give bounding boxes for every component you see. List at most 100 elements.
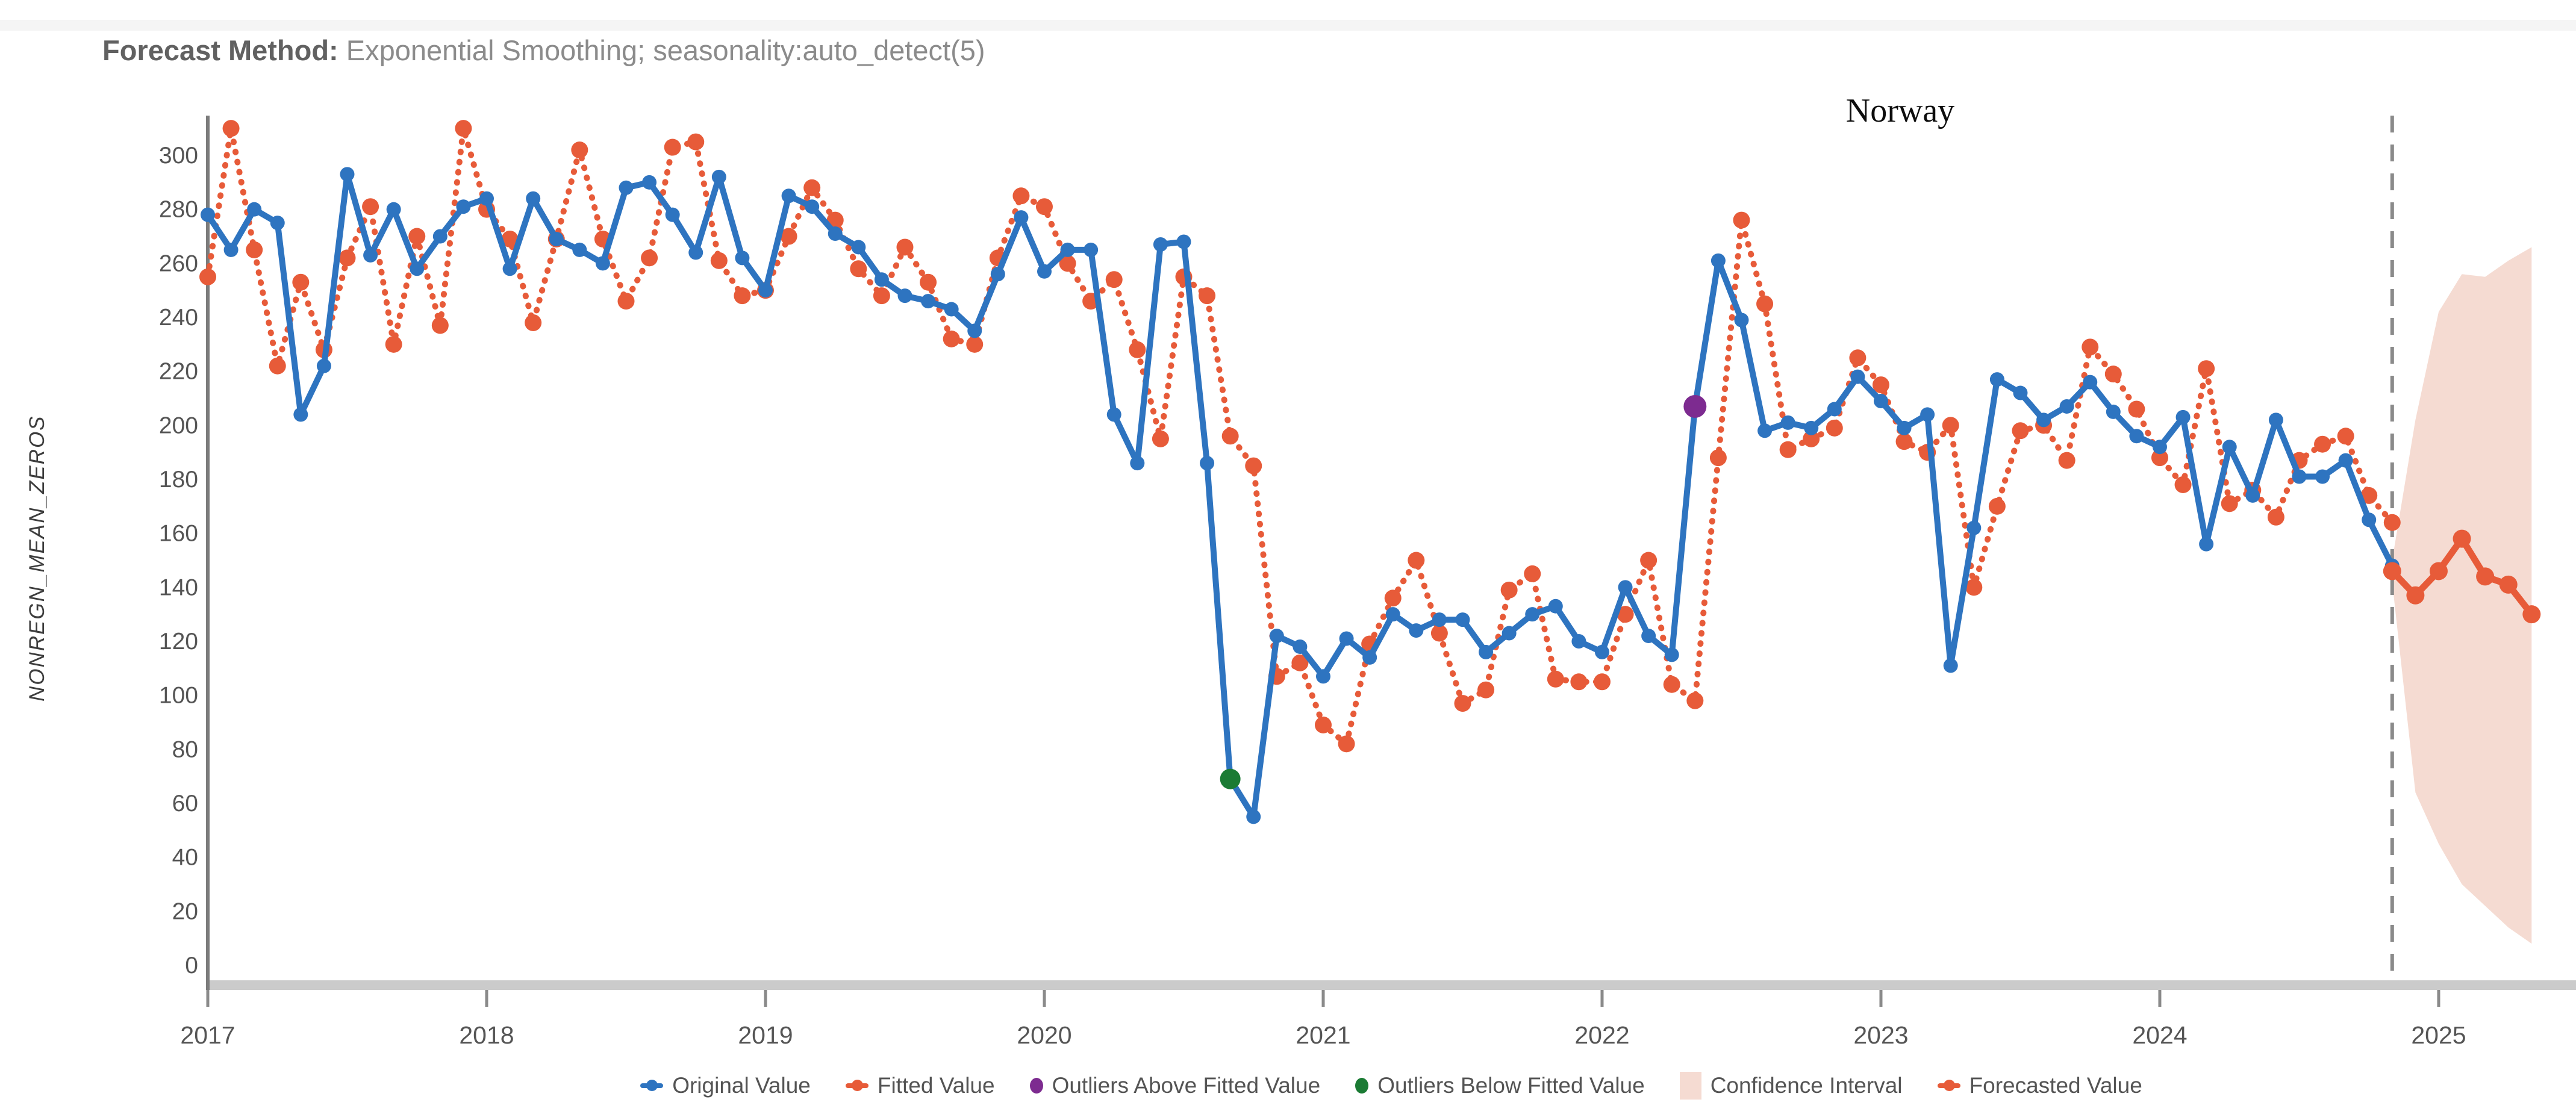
fitted-point	[617, 293, 635, 310]
original-point	[2175, 409, 2191, 425]
original-point	[1641, 629, 1656, 644]
y-tick-label: 200	[159, 412, 198, 438]
fitted-point	[1686, 692, 1704, 709]
fitted-point	[338, 249, 356, 267]
fitted-point	[571, 142, 588, 159]
forecast-method-header: Forecast Method: Exponential Smoothing; …	[102, 34, 985, 67]
fitted-point	[1826, 419, 1843, 437]
fitted-point	[269, 357, 286, 375]
fitted-point	[1779, 441, 1797, 458]
x-tick-label: 2022	[1574, 1021, 1629, 1049]
original-point	[805, 199, 820, 214]
outlier-below-dot-icon	[1355, 1078, 1369, 1094]
original-point	[1966, 520, 1982, 535]
original-point	[1804, 420, 1819, 435]
y-tick-label: 0	[185, 953, 198, 979]
original-point	[456, 199, 471, 214]
fitted-point	[1129, 341, 1146, 358]
legend-item-confidence-interval: Confidence Interval	[1679, 1072, 1903, 1100]
fitted-point	[1942, 417, 1959, 434]
original-point	[1060, 242, 1075, 257]
x-tick-label: 2018	[459, 1021, 514, 1049]
fitted-point	[1059, 255, 1076, 272]
fitted-point	[2058, 452, 2075, 469]
fitted-point	[641, 249, 658, 267]
fitted-point	[431, 317, 449, 334]
original-point	[2013, 385, 2028, 400]
y-axis-line	[206, 116, 210, 990]
y-tick-label: 100	[159, 683, 198, 709]
original-point	[688, 245, 703, 260]
original-point	[967, 323, 982, 338]
y-tick-label: 140	[159, 574, 198, 600]
fitted-point	[1035, 198, 1053, 216]
fitted-point	[1570, 673, 1588, 691]
fitted-point	[1872, 376, 1889, 394]
original-point	[1873, 393, 1888, 408]
fitted-point	[966, 335, 984, 353]
original-point	[1897, 420, 1912, 435]
fitted-point	[734, 287, 751, 305]
original-point	[1525, 607, 1540, 622]
forecast-point	[2406, 586, 2425, 605]
fitted-point	[1709, 449, 1727, 467]
original-point	[1548, 599, 1563, 614]
fitted-point	[873, 287, 890, 305]
fitted-point	[2314, 435, 2331, 453]
outlier-below-point	[1220, 768, 1241, 789]
fitted-point	[780, 228, 797, 245]
original-point	[851, 240, 866, 255]
fitted-point	[2174, 476, 2192, 493]
original-point	[1362, 650, 1377, 665]
fitted-point	[803, 179, 821, 196]
original-point	[1618, 580, 1633, 595]
fitted-value-marker-icon	[845, 1080, 869, 1091]
legend-label: Forecasted Value	[1969, 1073, 2142, 1098]
legend-label: Fitted Value	[877, 1073, 995, 1098]
original-point	[2268, 412, 2283, 428]
y-tick-label: 20	[172, 898, 198, 924]
original-point	[1711, 253, 1726, 268]
original-point	[2222, 440, 2237, 455]
legend-label: Original Value	[672, 1073, 811, 1098]
fitted-point	[1384, 590, 1402, 607]
legend-item-forecasted-value: Forecasted Value	[1937, 1073, 2142, 1098]
original-point	[1084, 242, 1099, 257]
fitted-point	[1245, 457, 1262, 474]
original-point	[944, 302, 959, 317]
legend-item-original-value: Original Value	[640, 1073, 811, 1098]
original-point	[2292, 469, 2307, 484]
fitted-point	[2337, 428, 2354, 445]
forecast-method-label: Forecast Method:	[102, 34, 338, 66]
fitted-point	[1105, 271, 1123, 288]
fitted-point	[385, 335, 402, 353]
fitted-point	[1803, 430, 1820, 447]
original-point	[1106, 407, 1121, 422]
original-point	[2245, 488, 2260, 503]
y-tick-label: 180	[159, 467, 198, 493]
fitted-point	[2267, 508, 2284, 526]
fitted-point	[222, 120, 240, 137]
original-point	[1850, 369, 1865, 384]
fitted-point	[1617, 606, 1634, 623]
original-point	[1920, 407, 1935, 422]
original-point	[619, 180, 634, 195]
original-point	[758, 283, 773, 298]
fitted-point	[1291, 654, 1309, 671]
x-tick-label: 2017	[180, 1021, 235, 1049]
original-point	[897, 288, 912, 303]
original-point	[1014, 210, 1029, 225]
original-point	[1594, 644, 1609, 659]
fitted-point	[1593, 673, 1611, 691]
original-point	[1432, 612, 1447, 627]
fitted-point	[850, 260, 867, 278]
fitted-point	[246, 241, 263, 258]
fitted-point	[2221, 495, 2238, 512]
original-point	[247, 202, 262, 217]
fitted-point	[1733, 211, 1750, 229]
original-point	[1664, 647, 1679, 662]
fitted-point	[1524, 565, 1541, 582]
original-point	[2338, 453, 2353, 468]
